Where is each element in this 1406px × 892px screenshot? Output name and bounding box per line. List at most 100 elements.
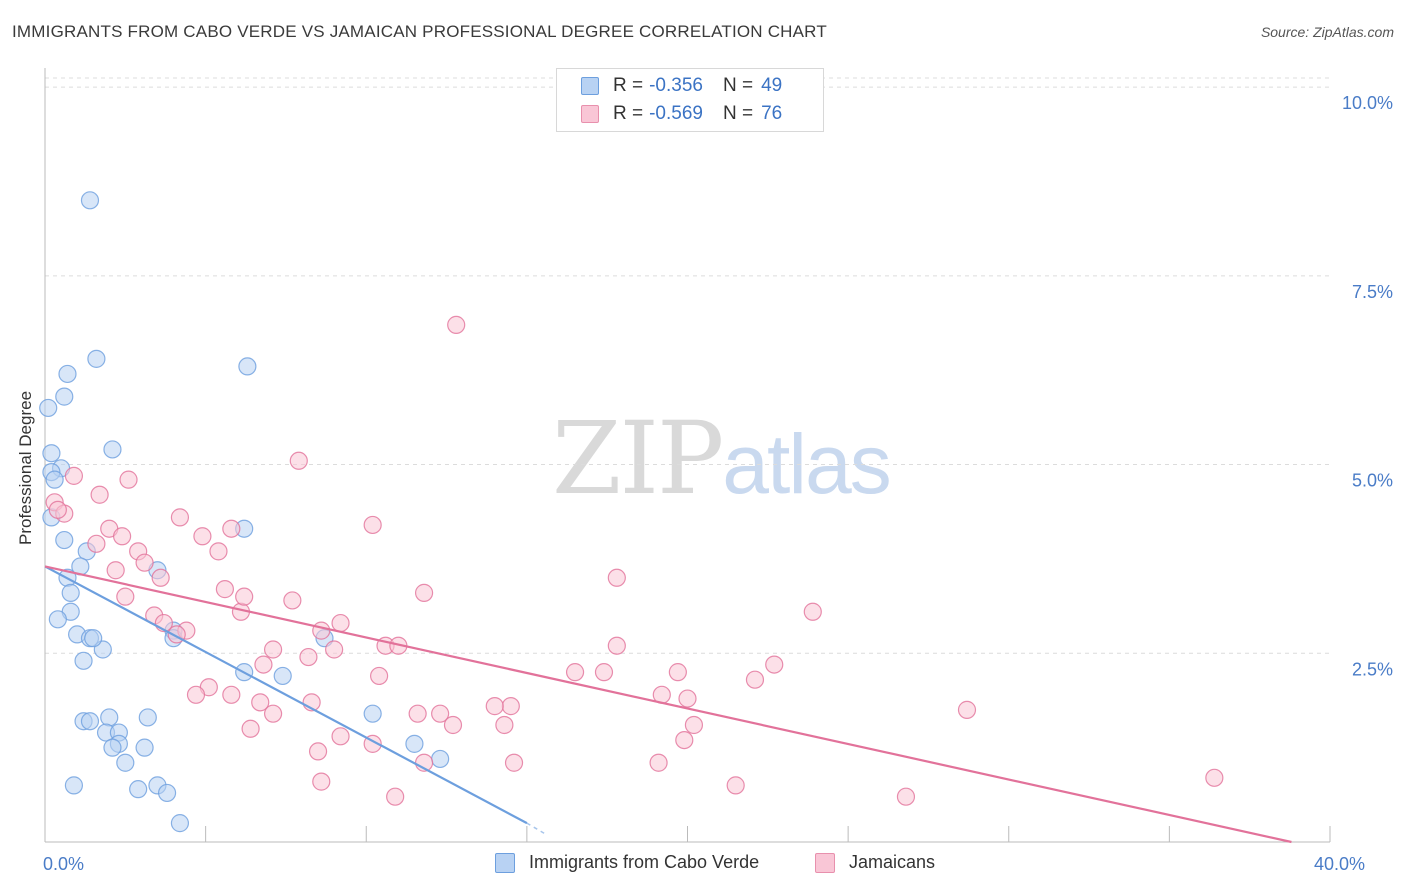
cabo-verde-point <box>363 704 382 723</box>
cabo-verde-point <box>55 387 74 406</box>
legend-row-jamaicans: R = -0.569 N = 76 <box>581 102 782 126</box>
cabo-verde-point <box>116 753 135 772</box>
legend-r-label: R = <box>613 103 644 124</box>
jamaican-point <box>308 742 328 761</box>
jamaican-point <box>485 697 504 716</box>
series-legend-item-cabo-verde: Immigrants from Cabo Verde <box>495 852 759 873</box>
cabo-verde-point <box>48 610 67 629</box>
jamaican-point <box>331 613 350 633</box>
jamaican-point <box>803 602 822 621</box>
jamaican-point <box>135 553 154 572</box>
jamaican-point <box>90 485 109 504</box>
legend-n-value: 49 <box>761 75 783 96</box>
jamaican-point <box>896 787 916 806</box>
jamaican-point <box>170 508 190 527</box>
stats-legend: R = -0.356 N = 49 R = -0.569 N = 76 <box>556 68 824 132</box>
cabo-verde-point <box>238 357 257 376</box>
cabo-verde-point <box>103 738 122 757</box>
jamaican-point <box>331 727 350 746</box>
cabo-verde-point <box>80 191 100 210</box>
jamaican-point <box>447 315 466 334</box>
chart-title: IMMIGRANTS FROM CABO VERDE VS JAMAICAN P… <box>12 22 827 41</box>
jamaican-point <box>1205 768 1224 787</box>
jamaican-point <box>283 591 302 610</box>
jamaican-point <box>957 700 977 719</box>
series-swatch-jamaicans <box>815 852 835 873</box>
y-tick-label: 7.5% <box>1352 282 1393 302</box>
jamaican-point <box>607 568 626 587</box>
legend-row-cabo-verde: R = -0.356 N = 49 <box>581 74 782 98</box>
cabo-verde-point <box>45 470 64 489</box>
cabo-verde-point <box>55 530 74 550</box>
jamaican-point <box>594 663 614 682</box>
legend-swatch-jamaicans <box>581 105 599 123</box>
jamaican-point <box>48 500 67 519</box>
jamaican-point <box>209 542 228 561</box>
cabo-verde-point <box>157 783 177 803</box>
jamaican-point <box>649 753 668 772</box>
cabo-verde-point <box>39 398 58 418</box>
source-label: Source: ZipAtlas.com <box>1260 24 1394 40</box>
jamaican-point <box>235 587 254 606</box>
jamaican-point <box>222 685 241 704</box>
jamaican-point <box>186 685 206 704</box>
cabo-verde-point <box>273 666 292 686</box>
y-tick-label: 2.5% <box>1352 659 1393 679</box>
x-tick-label: 40.0% <box>1314 854 1365 874</box>
jamaican-point <box>443 715 463 735</box>
jamaican-point <box>251 693 270 712</box>
series-legend-label: Jamaicans <box>849 852 936 872</box>
x-tick-label: 0.0% <box>43 854 84 874</box>
series-swatch-cabo-verde <box>495 852 515 873</box>
jamaican-point <box>565 663 585 682</box>
cabo-verde-point <box>84 629 103 648</box>
y-tick-label: 10.0% <box>1342 93 1393 113</box>
jamaican-point <box>222 519 241 538</box>
jamaican-point <box>370 666 389 686</box>
jamaican-point <box>675 730 694 750</box>
jamaican-point <box>263 704 283 723</box>
jamaican-point <box>495 715 514 735</box>
jamaican-point <box>87 534 106 553</box>
jamaican-point <box>607 636 626 655</box>
cabo-verde-trendline-extension <box>526 822 547 836</box>
jamaican-point <box>119 470 138 489</box>
y-tick-label: 5.0% <box>1352 471 1393 491</box>
jamaican-point <box>431 704 450 723</box>
jamaican-point <box>116 587 135 606</box>
jamaican-point <box>312 621 331 640</box>
legend-n-label: N = <box>722 103 754 124</box>
cabo-verde-point <box>103 440 122 459</box>
jamaican-point <box>678 689 697 708</box>
jamaican-trendline <box>44 565 1292 844</box>
cabo-verde-point <box>64 776 84 795</box>
jamaican-point <box>151 568 170 587</box>
cabo-verde-point <box>405 734 424 753</box>
cabo-verde-point <box>138 708 157 727</box>
legend-r-value: -0.356 <box>649 75 703 96</box>
jamaican-point <box>312 772 331 791</box>
jamaican-point <box>215 580 234 599</box>
cabo-verde-point <box>129 780 148 799</box>
series-legend-label: Immigrants from Cabo Verde <box>529 852 760 872</box>
cabo-verde-point <box>61 583 80 602</box>
legend-n-value: 76 <box>761 103 783 124</box>
jamaican-point <box>745 670 765 689</box>
jamaican-point <box>263 640 283 659</box>
jamaican-point <box>386 787 405 806</box>
cabo-verde-point <box>42 444 61 463</box>
jamaican-point <box>289 451 308 470</box>
legend-r-label: R = <box>613 75 644 96</box>
jamaican-point <box>241 719 260 738</box>
cabo-verde-point <box>58 364 77 384</box>
jamaican-point <box>414 583 434 602</box>
jamaican-point <box>765 655 784 674</box>
series-legend-item-jamaicans: Jamaicans <box>815 852 935 873</box>
jamaican-point <box>504 753 524 772</box>
jamaican-point <box>112 527 132 546</box>
jamaican-point <box>363 515 382 535</box>
jamaican-point <box>501 697 520 716</box>
jamaican-point <box>193 527 212 546</box>
cabo-verde-point <box>135 738 154 757</box>
jamaican-point <box>106 561 125 580</box>
